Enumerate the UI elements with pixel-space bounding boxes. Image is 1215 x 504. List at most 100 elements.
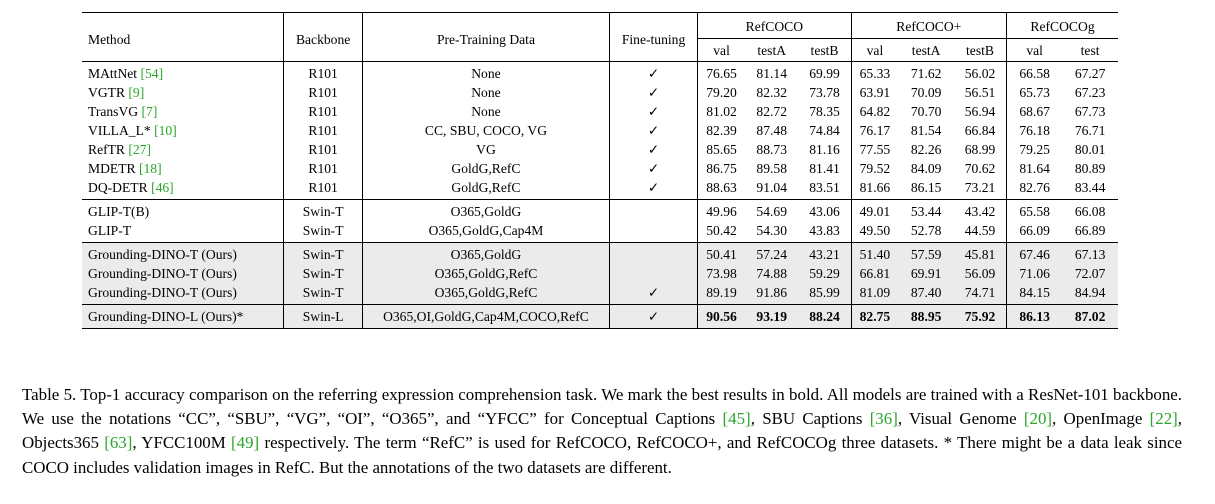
- score-refcoco-testa: 91.04: [756, 180, 787, 195]
- score-refcoco-testb: 85.99: [798, 283, 852, 302]
- header-backbone: Backbone: [283, 12, 364, 62]
- score-refcocog-test: 67.27: [1074, 66, 1106, 81]
- score-refcoco-val: 89.19: [697, 283, 745, 302]
- method-cell: TransVG [7]: [82, 102, 285, 121]
- method-cell: VILLA_L* [10]: [82, 121, 285, 140]
- pretraining-data-cell: O365,OI,GoldG,Cap4M,COCO,RefC: [362, 307, 610, 326]
- spacer-cell: [82, 304, 285, 307]
- fine-tuning-checkmark: [609, 245, 699, 264]
- score-refcocop-val: 76.17: [859, 123, 891, 138]
- backbone-cell: Swin-T: [283, 221, 364, 240]
- table-row: Grounding-DINO-L (Ours)* Swin-L O365,OI,Go…: [82, 307, 1118, 326]
- header-refcocog-val: val: [1006, 38, 1063, 62]
- spacer-cell: [898, 199, 954, 202]
- spacer-cell: [1006, 302, 1063, 305]
- citation-link: [10]: [154, 123, 177, 138]
- score-refcoco-testb: 43.06: [798, 202, 852, 221]
- header-refcocog-test: test: [1062, 38, 1118, 62]
- table-row: VGTR [9] R101 None ✓ 79.20 82.32 73.78 63.91 70.…: [82, 83, 1118, 102]
- spacer-cell: [798, 302, 852, 305]
- spacer-cell: [697, 61, 745, 64]
- spacer-cell: [953, 302, 1008, 305]
- backbone-cell: R101: [283, 64, 364, 83]
- spacer-cell: [362, 197, 610, 200]
- score-refcocop-testb: 70.62: [953, 159, 1008, 178]
- method-name: TransVG: [88, 104, 142, 119]
- score-refcocog-val: 68.67: [1019, 104, 1050, 119]
- group-end-spacer: [82, 302, 1118, 305]
- caption-text: , SBU Captions: [750, 409, 870, 429]
- spacer-cell: [82, 242, 285, 245]
- spacer-cell: [697, 242, 745, 245]
- spacer-cell: [283, 242, 364, 245]
- spacer-cell: [609, 197, 699, 200]
- spacer-cell: [798, 240, 852, 243]
- score-refcocog-val: 79.25: [1019, 142, 1050, 157]
- score-refcocog-val: 66.58: [1019, 66, 1050, 81]
- score-refcoco-testa: 54.69: [756, 204, 787, 219]
- method-name: Grounding-DINO-T (Ours): [88, 285, 237, 300]
- score-refcoco-testb: 81.16: [798, 140, 852, 159]
- spacer-cell: [362, 240, 610, 243]
- table-row: Grounding-DINO-T (Ours) Swin-T O365,GoldG 5…: [82, 245, 1118, 264]
- citation-link: [18]: [138, 161, 162, 176]
- caption-citation: [63]: [104, 433, 133, 453]
- score-refcocop-testb: 56.02: [953, 64, 1008, 83]
- score-refcoco-testb: 74.84: [798, 121, 852, 140]
- header-fine-tuning: Fine-tuning: [609, 12, 699, 62]
- group-spacer: [82, 61, 1118, 64]
- caption-text: , Visual Genome: [897, 409, 1024, 429]
- spacer-cell: [798, 326, 852, 329]
- score-refcocop-testa: 87.40: [898, 283, 954, 302]
- method-name: MDETR: [88, 161, 139, 176]
- spacer-cell: [82, 61, 285, 64]
- backbone-cell: R101: [283, 159, 364, 178]
- score-refcocop-testb: 56.09: [953, 264, 1008, 283]
- spacer-cell: [1006, 242, 1063, 245]
- method-cell: Grounding-DINO-T (Ours): [82, 283, 285, 302]
- spacer-cell: [609, 304, 699, 307]
- spacer-cell: [1062, 304, 1118, 307]
- score-refcocog-val: 86.13: [1006, 307, 1063, 326]
- score-refcocop-testa: 86.15: [910, 180, 942, 195]
- spacer-cell: [898, 304, 954, 307]
- spacer-cell: [1006, 304, 1063, 307]
- spacer-cell: [798, 199, 852, 202]
- spacer-cell: [283, 197, 364, 200]
- backbone-cell: Swin-T: [283, 202, 364, 221]
- caption-text: , YFCC100M: [132, 433, 232, 453]
- header-refcocop-testb: testB: [953, 38, 1008, 62]
- score-refcoco-testb: 43.83: [798, 221, 852, 240]
- header-refcoco-val: val: [697, 38, 745, 62]
- results-table: Method Backbone Pre-Training Data Fine-t…: [82, 12, 1118, 329]
- citation-link: [27]: [128, 142, 152, 157]
- spacer-cell: [1062, 302, 1118, 305]
- score-refcoco-testa: 89.58: [756, 161, 787, 176]
- spacer-cell: [1006, 326, 1063, 329]
- score-refcocop-testa: 53.44: [910, 204, 942, 219]
- spacer-cell: [362, 304, 610, 307]
- score-refcocop-testa: 70.70: [910, 104, 942, 119]
- score-refcocog-test: 66.08: [1074, 204, 1106, 219]
- score-refcocog-test: 67.23: [1074, 85, 1106, 100]
- score-refcoco-testb: 59.29: [798, 264, 852, 283]
- spacer-cell: [744, 326, 799, 329]
- score-refcocop-testb: 74.71: [953, 283, 1008, 302]
- score-refcocop-val: 63.91: [859, 85, 891, 100]
- spacer-cell: [362, 199, 610, 202]
- spacer-cell: [609, 240, 699, 243]
- pretraining-data-cell: None: [362, 83, 610, 102]
- score-refcoco-val: 82.39: [706, 123, 737, 138]
- score-refcocog-test: 83.44: [1074, 180, 1106, 195]
- header-refcoco-testb: testB: [798, 38, 852, 62]
- method-name: Grounding-DINO-T (Ours): [88, 247, 237, 262]
- score-refcocog-val: 65.73: [1019, 85, 1050, 100]
- method-name: DQ-DETR: [88, 180, 152, 195]
- method-cell: VGTR [9]: [82, 83, 285, 102]
- spacer-cell: [362, 242, 610, 245]
- method-name: Grounding-DINO-L (Ours)*: [88, 309, 244, 324]
- spacer-cell: [898, 326, 954, 329]
- spacer-cell: [798, 304, 852, 307]
- results-table-body: MAttNet [54] R101 None ✓ 76.65 81.14 69.99 65.3…: [82, 61, 1118, 329]
- header-row-2: val testA testB val testA testB val test: [82, 38, 1118, 62]
